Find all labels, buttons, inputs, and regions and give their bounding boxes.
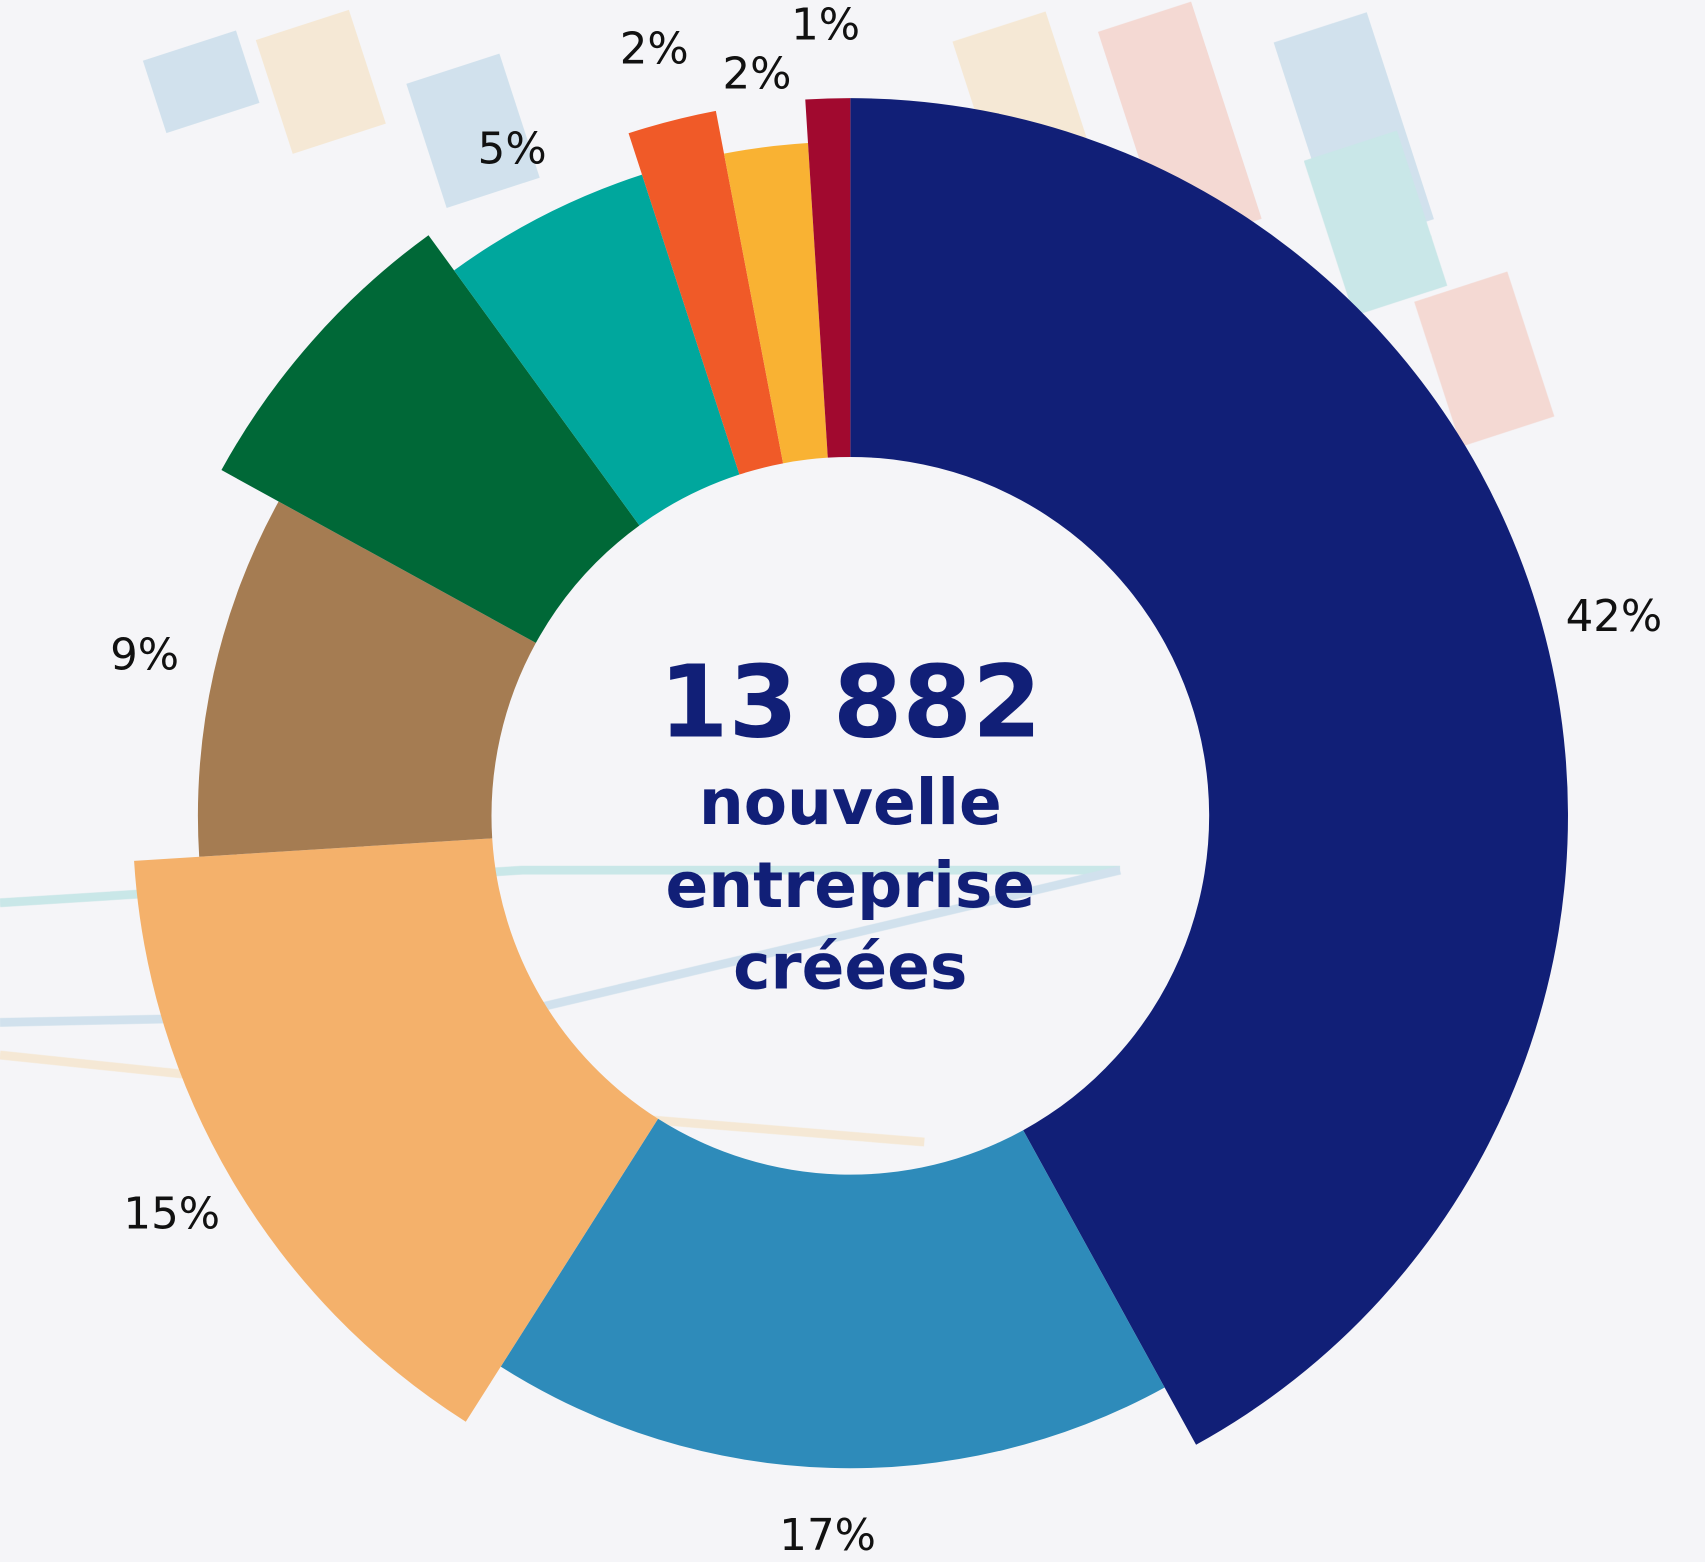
value-label: 1% <box>791 0 860 50</box>
center-label: entreprise <box>665 848 1035 922</box>
value-label: 2% <box>722 49 791 99</box>
value-label: 17% <box>779 1511 876 1561</box>
center-label: nouvelle <box>699 765 1002 839</box>
chart: 13 882 nouvelle entreprise créées 42% 17%… <box>0 0 1705 1562</box>
value-label: 9% <box>110 631 179 681</box>
value-label: 15% <box>123 1190 220 1240</box>
page: {"chart_data": {"type": "donut", "values… <box>0 0 1705 1562</box>
center-number: 13 882 <box>659 644 1042 761</box>
center-label: créées <box>733 929 967 1003</box>
value-label: 2% <box>620 25 689 75</box>
value-label: 5% <box>478 125 547 175</box>
value-label: 42% <box>1566 592 1663 642</box>
